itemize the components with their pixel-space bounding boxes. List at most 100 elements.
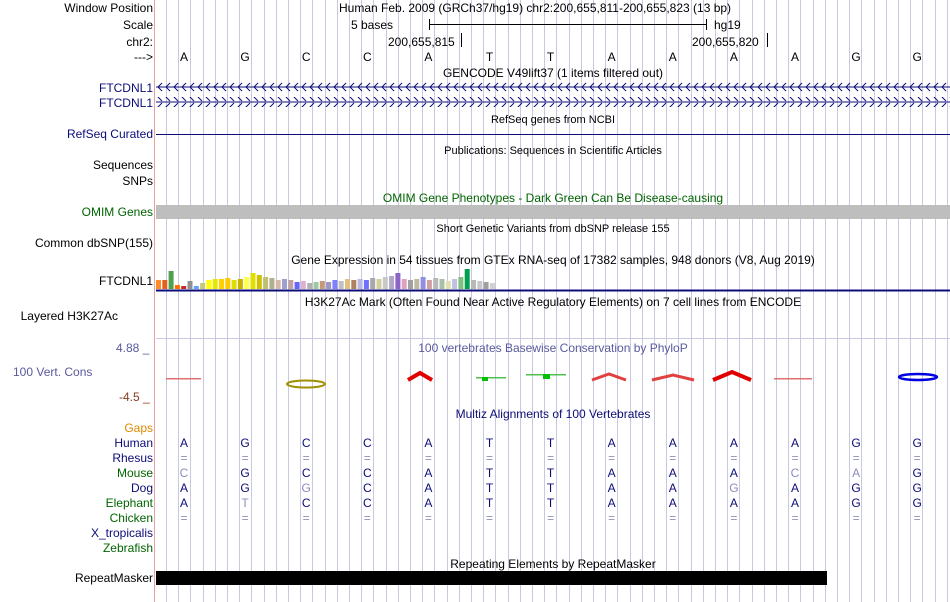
gtex-tissue-bar — [187, 281, 193, 289]
multiz-base: = — [852, 511, 860, 525]
reference-base: G — [851, 50, 861, 64]
refseq-gene-line[interactable] — [156, 134, 950, 135]
multiz-base: = — [730, 451, 738, 465]
multiz-base: C — [362, 496, 372, 510]
multiz-base: A — [790, 496, 799, 510]
gtex-tissue-bar — [489, 283, 495, 289]
multiz-species-label[interactable]: Elephant — [105, 496, 153, 510]
grid-line — [849, 0, 850, 602]
gtex-tissue-bar — [168, 271, 174, 289]
refseq-label[interactable]: RefSeq Curated — [66, 127, 153, 141]
cons-mark-C1 — [286, 379, 326, 389]
multiz-base: = — [547, 451, 555, 465]
grid-line — [398, 0, 399, 602]
grid-line — [325, 0, 326, 602]
multiz-base: A — [729, 436, 738, 450]
coord-left-tick — [461, 33, 462, 47]
grid-line — [251, 0, 252, 602]
multiz-base: = — [485, 511, 493, 525]
conservation-label[interactable]: 100 Vert. Cons — [13, 365, 93, 379]
grid-line — [666, 0, 667, 602]
gtex-tissue-bar — [351, 280, 357, 289]
gtex-tissue-bar — [294, 282, 300, 289]
grid-line — [678, 0, 679, 602]
gtex-gene-label[interactable]: FTCDNL1 — [98, 274, 153, 288]
gencode-gene-models[interactable] — [156, 82, 950, 110]
gtex-tissue-bar — [345, 279, 350, 289]
gtex-tissue-bar — [263, 277, 269, 289]
reference-base: C — [301, 50, 311, 64]
grid-line — [605, 0, 606, 602]
multiz-base: C — [179, 466, 189, 480]
omim-label[interactable]: OMIM Genes — [81, 205, 153, 219]
multiz-species-label[interactable]: X_tropicalis — [90, 526, 153, 540]
grid-line — [190, 0, 191, 602]
gencode-gene-label-2[interactable]: FTCDNL1 — [98, 96, 153, 110]
gtex-tissue-bar — [200, 283, 206, 289]
snps-label[interactable]: SNPs — [122, 174, 153, 188]
multiz-species-label[interactable]: Mouse — [116, 466, 153, 480]
multiz-base: = — [791, 511, 799, 525]
gencode-gene-label-1[interactable]: FTCDNL1 — [98, 81, 153, 95]
repeatmasker-label[interactable]: RepeatMasker — [74, 571, 153, 585]
grid-line — [764, 0, 765, 602]
multiz-base: A — [790, 436, 799, 450]
grid-line — [386, 0, 387, 602]
grid-line — [593, 0, 594, 602]
multiz-base: G — [301, 481, 311, 495]
cons-mark-A10 — [712, 369, 752, 382]
grid-line — [861, 0, 862, 602]
chr-label: chr2: — [126, 35, 153, 49]
grid-line — [715, 0, 716, 602]
conservation-title: 100 vertebrates Basewise Conservation by… — [418, 341, 688, 355]
multiz-species-label[interactable]: Dog — [130, 481, 153, 495]
gencode-title: GENCODE V49lift37 (1 items filtered out) — [442, 66, 664, 80]
dbsnp-label[interactable]: Common dbSNP(155) — [34, 236, 153, 250]
cons-mark-G13 — [897, 372, 939, 382]
refseq-title: RefSeq genes from NCBI — [490, 114, 616, 126]
h3k27ac-baseline — [156, 338, 950, 339]
multiz-species-label[interactable]: Human — [114, 436, 153, 450]
gtex-expression-bars[interactable] — [156, 266, 950, 292]
multiz-gaps-label[interactable]: Gaps — [124, 421, 153, 435]
repeatmasker-title: Repeating Elements by RepeatMasker — [450, 557, 656, 571]
reference-base: G — [912, 50, 922, 64]
publications-label[interactable]: Sequences — [92, 158, 153, 172]
grid-line — [300, 0, 301, 602]
h3k27ac-title: H3K27Ac Mark (Often Found Near Active Re… — [304, 295, 802, 309]
grid-line — [642, 0, 643, 602]
multiz-base: G — [240, 466, 250, 480]
omim-gene-bar[interactable] — [156, 205, 950, 219]
grid-line — [691, 0, 692, 602]
gtex-tissue-bar — [269, 278, 275, 289]
grid-line — [813, 0, 814, 602]
multiz-base: C — [301, 436, 311, 450]
grid-line — [337, 0, 338, 602]
cons-mark-A8 — [591, 372, 627, 382]
multiz-species-label[interactable]: Rhesus — [112, 451, 153, 465]
gtex-tissue-bar — [225, 278, 231, 289]
grid-line — [898, 0, 899, 602]
h3k27ac-label[interactable]: Layered H3K27Ac — [20, 309, 118, 323]
grid-line — [532, 0, 533, 602]
reference-base: A — [729, 50, 738, 64]
publications-title: Publications: Sequences in Scientific Ar… — [444, 145, 662, 157]
multiz-base: = — [424, 451, 432, 465]
grid-line — [495, 0, 496, 602]
grid-line — [630, 0, 631, 602]
scale-bar — [429, 24, 707, 25]
multiz-species-label[interactable]: Zebrafish — [102, 541, 153, 555]
gtex-tissue-bar — [363, 280, 369, 289]
gtex-tissue-bar — [382, 277, 388, 289]
multiz-species-label[interactable]: Chicken — [109, 511, 153, 525]
cons-mark-T6-line — [476, 377, 506, 379]
multiz-base: G — [912, 496, 922, 510]
window-position-label: Window Position — [64, 1, 153, 15]
conservation-logo[interactable] — [156, 366, 950, 390]
gtex-tissue-bar — [319, 281, 325, 289]
grid-line — [935, 0, 936, 602]
multiz-base: = — [363, 451, 371, 465]
multiz-base: = — [302, 451, 310, 465]
repeatmasker-element-bar[interactable] — [156, 571, 827, 585]
grid-line — [422, 0, 423, 602]
